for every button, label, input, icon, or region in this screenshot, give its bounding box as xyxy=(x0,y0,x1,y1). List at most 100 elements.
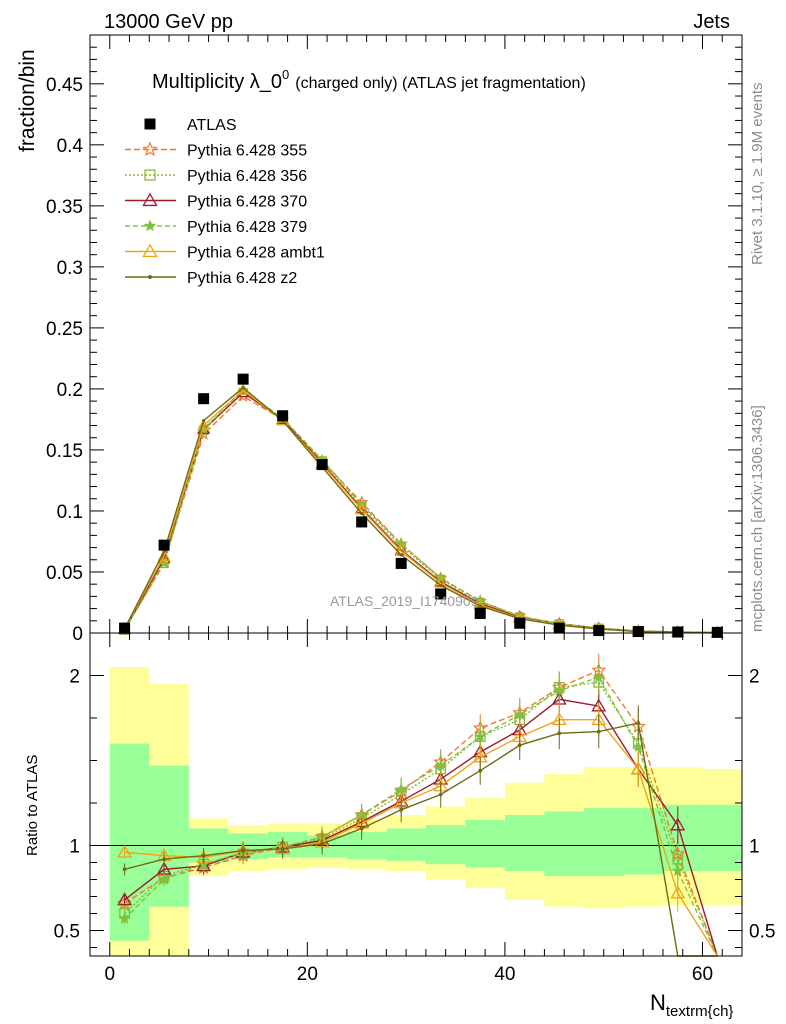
series-point xyxy=(670,885,686,899)
series-point xyxy=(201,853,206,858)
legend-data-label: ATLAS xyxy=(187,117,237,134)
rivet-version-label: Rivet 3.1.10, ≥ 1.9M events xyxy=(749,83,766,266)
series-line xyxy=(123,386,718,634)
inner-band-bin xyxy=(583,808,624,877)
analysis-label: ATLAS_2019_I1740909 xyxy=(330,593,479,609)
legend-label: Pythia 6.428 356 xyxy=(187,168,307,185)
legend-label: Pythia 6.428 ambt1 xyxy=(187,245,325,262)
series-point xyxy=(513,708,526,720)
x-axis-label-sub: textrm{ch} xyxy=(666,1003,734,1020)
series-point xyxy=(117,844,132,858)
inner-band-bin xyxy=(504,814,545,871)
y-tick-label: 0.15 xyxy=(46,441,83,462)
series-point xyxy=(148,275,152,279)
ratio-series-line xyxy=(124,698,718,957)
series-point xyxy=(399,807,404,812)
series-point xyxy=(158,873,171,885)
data-point xyxy=(119,622,131,634)
series-point xyxy=(241,848,246,853)
data-point xyxy=(277,410,289,422)
series-line xyxy=(123,389,718,634)
inner-band-bin xyxy=(109,743,150,941)
y-tick-label: 0.3 xyxy=(57,258,83,279)
ratio-series-line xyxy=(124,722,718,957)
y-tick-label: 0.4 xyxy=(57,136,84,157)
series-point xyxy=(122,867,127,872)
y-axis-label: fraction/bin xyxy=(16,49,39,152)
data-point xyxy=(553,622,565,634)
series-point xyxy=(553,684,566,696)
y-tick-label: 0.05 xyxy=(46,563,83,584)
series-point xyxy=(241,386,245,390)
series-point xyxy=(438,792,443,797)
series-point xyxy=(592,670,605,683)
category-label: Jets xyxy=(693,11,730,33)
y-tick-label: 0.2 xyxy=(57,380,83,401)
source-label: mcplots.cern.ch [arXiv:1306.3436] xyxy=(749,405,766,632)
data-point xyxy=(356,516,368,528)
series-point xyxy=(596,729,601,734)
y-tick-label: 0 xyxy=(72,624,83,645)
y-tick-label: 0.45 xyxy=(46,75,83,96)
data-point xyxy=(593,625,605,637)
chart-title: Multiplicity λ_00 (charged only) (ATLAS j… xyxy=(152,67,586,93)
legend: ATLAS Pythia 6.428 355 Pythia 6.428 356 Pyt… xyxy=(125,117,325,287)
y-tick-label: 0.1 xyxy=(57,502,83,523)
ratio-y-tick-label-right: 2 xyxy=(749,667,760,688)
data-point xyxy=(435,588,447,600)
inner-band-bin xyxy=(149,765,189,907)
series-point xyxy=(434,759,447,771)
series-point xyxy=(144,169,156,181)
inner-band-bin xyxy=(425,825,466,865)
ratio-y-tick-label: 2 xyxy=(69,667,80,688)
data-point xyxy=(632,626,644,638)
data-point xyxy=(474,607,486,619)
data-point xyxy=(316,459,328,471)
data-point xyxy=(514,617,526,629)
inner-band-bin xyxy=(702,804,742,871)
chart-title-main: Multiplicity λ_0 xyxy=(152,71,282,93)
series-point xyxy=(280,847,285,851)
series-point xyxy=(201,419,206,423)
data-point xyxy=(198,393,210,405)
ratio-series-line xyxy=(124,719,718,957)
legend-label: Pythia 6.428 370 xyxy=(187,194,307,211)
ratio-plot-area xyxy=(90,653,742,957)
x-tick-label: 20 xyxy=(297,964,318,985)
ratio-y-tick-label-right: 0.5 xyxy=(749,922,775,943)
series-point xyxy=(360,511,364,516)
x-tick-label: 0 xyxy=(104,964,115,985)
data-point xyxy=(672,626,684,638)
series-point xyxy=(636,721,641,725)
x-axis-label-main: N xyxy=(650,990,666,1015)
ratio-plot-frame xyxy=(89,632,743,957)
series-point xyxy=(478,604,482,608)
energy-label: 13000 GeV pp xyxy=(104,11,233,33)
legend-label: Pythia 6.428 355 xyxy=(187,143,307,160)
series-point xyxy=(118,912,131,924)
inner-band-bin xyxy=(465,820,505,868)
series-point xyxy=(320,841,325,846)
series-point xyxy=(439,583,443,588)
series-point xyxy=(478,768,483,773)
series-point xyxy=(474,730,487,742)
series-point xyxy=(630,761,646,775)
inner-band-bin xyxy=(544,811,584,877)
ratio-series-line xyxy=(124,676,718,957)
inner-band-bin xyxy=(386,828,426,861)
x-axis-label: Ntextrm{ch} xyxy=(650,990,733,1020)
ratio-y-tick-label-right: 1 xyxy=(749,837,760,858)
series-point xyxy=(670,817,686,831)
x-tick-label: 40 xyxy=(494,964,515,985)
data-point xyxy=(237,373,249,385)
series-point xyxy=(142,192,158,207)
legend-label: Pythia 6.428 z2 xyxy=(187,270,297,287)
main-plot-area xyxy=(117,373,724,639)
ratio-series-line xyxy=(124,669,718,957)
series-point xyxy=(197,418,211,431)
series-point xyxy=(557,731,562,736)
series-point xyxy=(117,892,132,906)
legend-label: Pythia 6.428 379 xyxy=(187,219,307,236)
series-point xyxy=(671,864,684,877)
